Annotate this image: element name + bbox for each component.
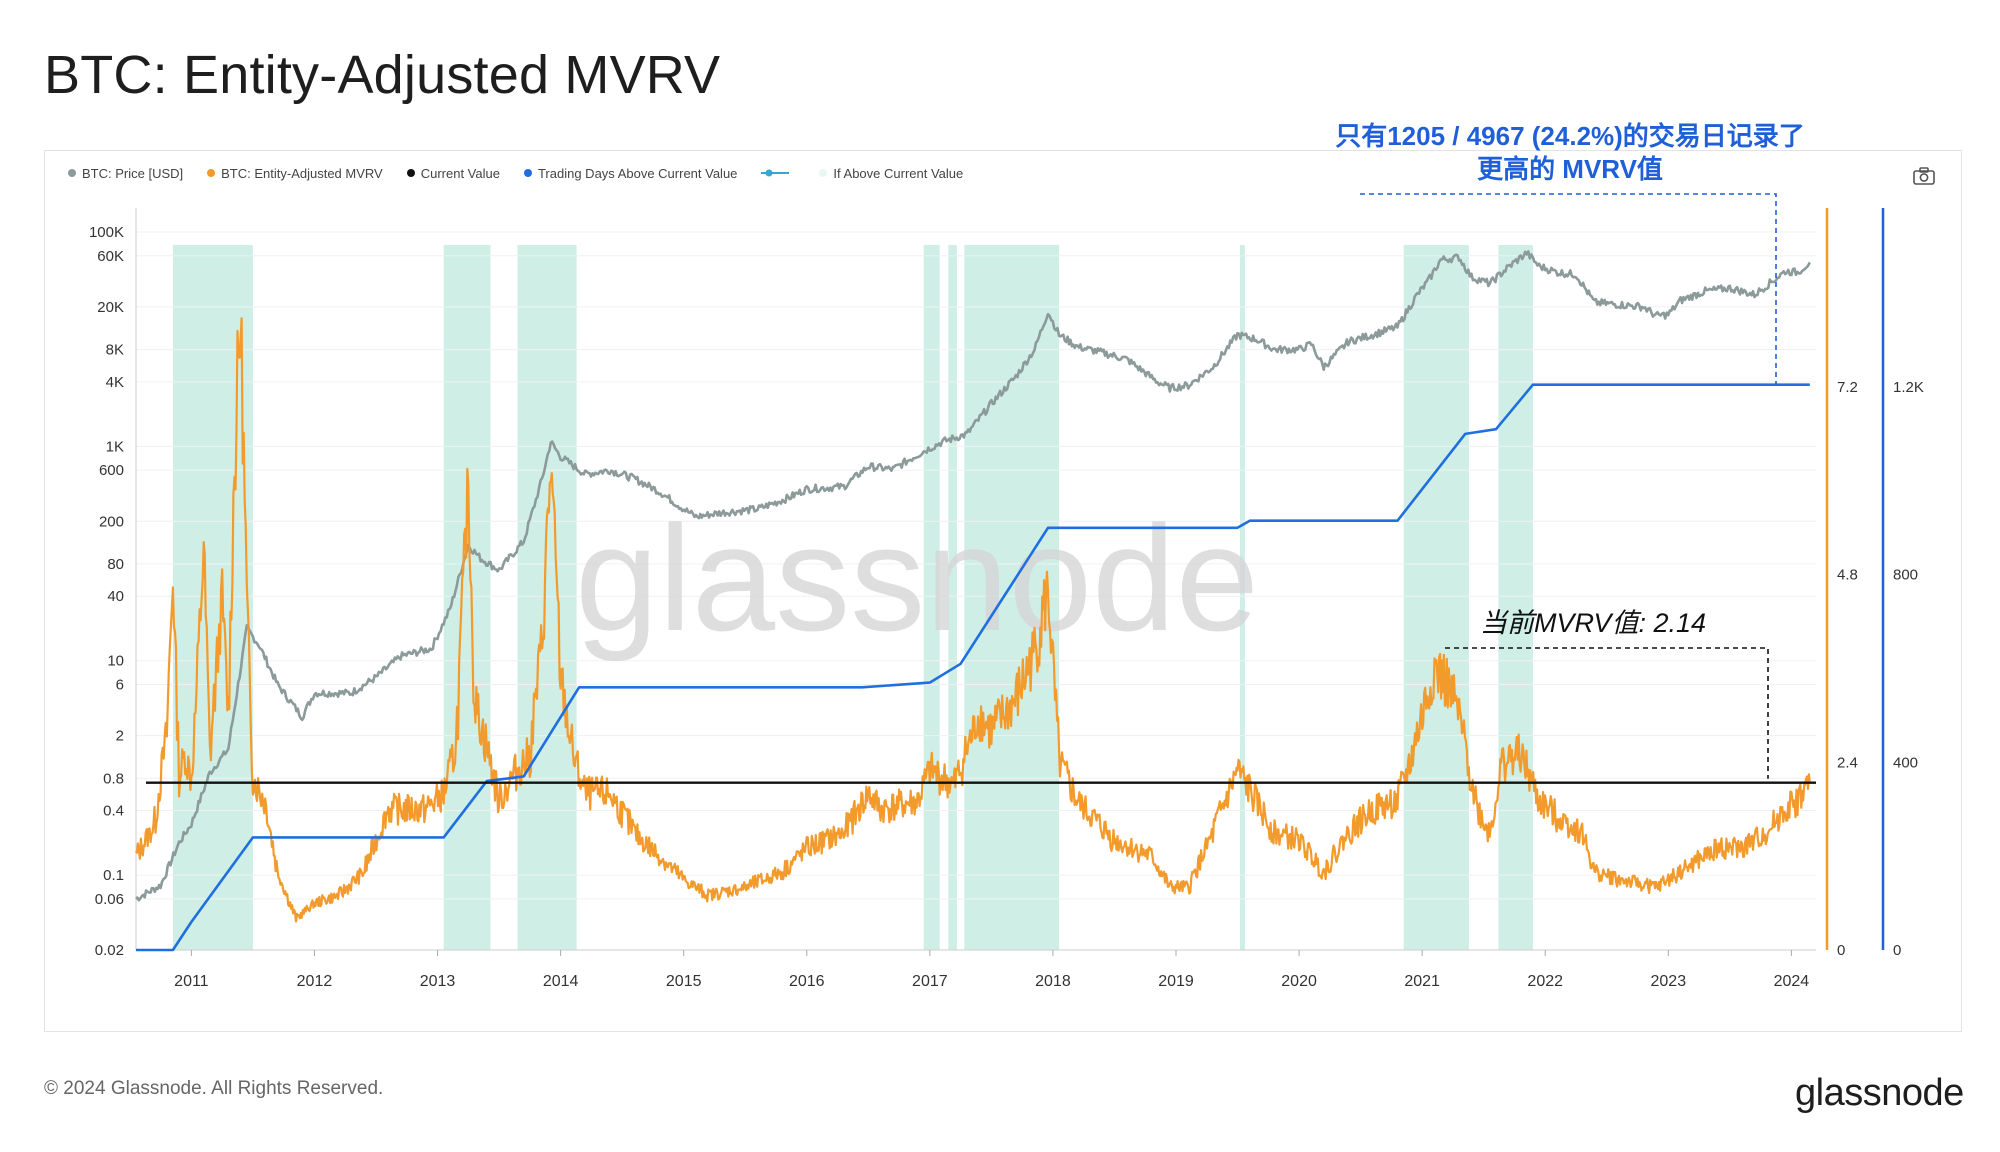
series-trading-days-line	[136, 383, 1810, 952]
x-tick-label: 2018	[1035, 973, 1071, 990]
series-price-line	[135, 250, 1811, 902]
legend-line-icon	[761, 168, 790, 178]
chart-annotations: 当前MVRV值: 2.14	[1360, 193, 1777, 779]
y-tick-label-mvrv: 0	[1837, 942, 1845, 959]
annotation-line-2: 更高的 MVRV值	[1477, 154, 1663, 184]
y-tick-label-price: 0.02	[95, 942, 124, 959]
legend-dot-mvrv	[207, 169, 216, 177]
x-tick-label: 2014	[543, 973, 579, 990]
legend-label: BTC: Entity-Adjusted MVRV	[221, 165, 383, 181]
watermark: glassnode	[575, 494, 1259, 662]
legend-label: BTC: Price [USD]	[82, 165, 184, 181]
y-tick-label-price: 60K	[97, 248, 124, 265]
y-tick-label-price: 80	[107, 556, 124, 573]
current-mvrv-label: 当前MVRV值: 2.14	[1480, 608, 1706, 638]
annotation-days-bracket	[1360, 193, 1777, 385]
highlight-band	[1240, 245, 1245, 950]
legend-dot-current	[406, 169, 415, 177]
legend-item-current-value[interactable]: Current Value	[406, 165, 500, 181]
footer-copyright: © 2024 Glassnode. All Rights Reserved.	[44, 1078, 384, 1099]
highlight-band	[948, 245, 957, 950]
legend-dot-price	[68, 169, 76, 177]
camera-icon[interactable]	[1912, 166, 1936, 186]
highlight-band	[1403, 245, 1469, 950]
axes: 100K 60K 20K 8K 4K 1K 600 200 80 40 10 6 2 0.8 0.4 0.1 0…	[89, 208, 1924, 990]
legend-item-trading-days[interactable]: Trading Days Above Current Value	[523, 165, 738, 181]
legend-item-mvrv[interactable]: BTC: Entity-Adjusted MVRV	[207, 166, 383, 181]
x-tick-label: 2012	[297, 973, 333, 990]
legend-item-if-above[interactable]: If Above Current Value	[819, 166, 963, 181]
x-tick-label: 2024	[1774, 973, 1810, 990]
y-tick-label-price: 8K	[106, 342, 124, 359]
legend-dot-if-above	[819, 169, 828, 177]
y-tick-label-mvrv: 4.8	[1837, 567, 1858, 584]
y-tick-label-days: 400	[1893, 754, 1918, 771]
highlight-band	[517, 245, 577, 950]
y-tick-label-days: 800	[1893, 567, 1918, 584]
legend-label: If Above Current Value	[833, 165, 964, 181]
x-tick-label: 2020	[1281, 973, 1317, 990]
annotation-line-1: 只有1205 / 4967 (24.2%)的交易日记录了	[1335, 121, 1805, 151]
x-tick-label: 2023	[1651, 973, 1687, 990]
series-mvrv-line	[135, 317, 1811, 923]
y-tick-label-days: 1.2K	[1893, 379, 1924, 396]
y-tick-label-price: 40	[107, 588, 124, 605]
y-tick-label-price: 10	[107, 653, 124, 670]
y-tick-label-price: 100K	[89, 224, 124, 241]
annotation-days-above: 只有1205 / 4967 (24.2%)的交易日记录了 更高的 MVRV值	[1300, 120, 1840, 186]
page-title: BTC: Entity-Adjusted MVRV	[44, 45, 721, 105]
y-tick-label-price: 2	[116, 728, 124, 745]
y-tick-label-price: 6	[116, 677, 124, 694]
legend-label: Current Value	[420, 165, 500, 181]
highlight-band	[1498, 245, 1533, 950]
y-tick-label-mvrv: 7.2	[1837, 379, 1858, 396]
y-tick-label-price: 4K	[106, 374, 124, 391]
x-tick-label: 2019	[1158, 973, 1194, 990]
y-tick-label-mvrv: 2.4	[1837, 754, 1858, 771]
y-tick-label-price: 0.06	[95, 891, 124, 908]
x-tick-label: 2021	[1404, 973, 1440, 990]
y-tick-label-price: 0.1	[103, 867, 124, 884]
footer-logo: glassnode	[1795, 1072, 1964, 1114]
highlight-band	[443, 245, 491, 950]
x-tick-label: 2015	[666, 973, 702, 990]
y-tick-label-price: 0.8	[103, 770, 124, 787]
y-tick-label-price: 20K	[97, 299, 124, 316]
x-tick-label: 2013	[420, 973, 456, 990]
y-tick-label-price: 1K	[106, 438, 124, 455]
y-tick-label-days: 0	[1893, 942, 1901, 959]
x-tick-label: 2016	[789, 973, 825, 990]
legend-dot-days	[523, 169, 532, 177]
annotation-current-bracket	[1445, 647, 1769, 779]
y-tick-label-price: 600	[99, 462, 124, 479]
x-tick-label: 2017	[912, 973, 948, 990]
chart-panel	[44, 150, 1962, 1032]
y-tick-label-price: 200	[99, 513, 124, 530]
legend-item-line-marker[interactable]	[761, 168, 795, 178]
legend-item-price[interactable]: BTC: Price [USD]	[68, 166, 183, 181]
legend-label: Trading Days Above Current Value	[537, 165, 738, 181]
x-tick-label: 2022	[1527, 973, 1563, 990]
y-tick-label-price: 0.4	[103, 803, 124, 820]
x-tick-label: 2011	[174, 973, 209, 990]
series	[135, 250, 1816, 952]
chart-legend: BTC: Price [USD] BTC: Entity-Adjusted MV…	[68, 163, 987, 183]
